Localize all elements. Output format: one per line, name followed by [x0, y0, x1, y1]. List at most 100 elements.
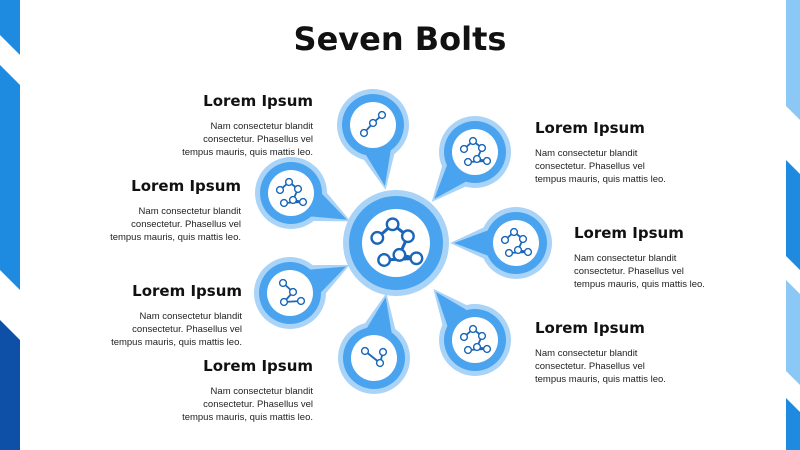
item-heading: Lorem Ipsum [535, 119, 645, 137]
item-text-5: Lorem Ipsum Nam consectetur blandit cons… [535, 119, 765, 186]
molecule-atom [275, 185, 285, 195]
bolt-inner [452, 129, 498, 175]
molecule-icon [359, 110, 387, 138]
bolt-inner [493, 220, 539, 266]
molecule-atom [279, 297, 289, 307]
item-body-line: consectetur. Phasellus vel [132, 324, 242, 335]
item-heading: Lorem Ipsum [203, 92, 313, 110]
bolt-tail [359, 297, 394, 347]
item-body-line: tempus mauris, quis mattis leo. [110, 232, 241, 243]
item-body-line: tempus mauris, quis mattis leo. [111, 337, 242, 348]
molecule-atom [298, 197, 308, 207]
item-text-1: Lorem Ipsum Nam consectetur blandit cons… [83, 92, 313, 159]
item-body-line: Nam consectetur blandit [210, 386, 313, 397]
molecule-atom [472, 342, 482, 352]
molecule-icon [459, 324, 492, 355]
molecule-atom [370, 230, 385, 245]
bolt-node-1 [337, 89, 409, 190]
item-body: Nam consectetur blandit consectetur. Pha… [535, 147, 765, 186]
molecule-atom [482, 156, 492, 166]
molecule-atom [284, 177, 294, 187]
molecule-atom [377, 110, 387, 120]
bolt-inner [452, 317, 498, 363]
item-text-6: Lorem Ipsum Nam consectetur blandit cons… [574, 224, 800, 291]
item-body-line: Nam consectetur blandit [138, 206, 241, 217]
item-body-line: tempus mauris, quis mattis leo. [574, 279, 705, 290]
molecule-atom [385, 217, 400, 232]
molecule-atom [477, 331, 487, 341]
edge-shape [786, 398, 800, 450]
molecule-atom [359, 128, 369, 138]
page-title: Seven Bolts [293, 20, 507, 58]
center-hub [343, 190, 449, 296]
molecule-atom [392, 247, 407, 262]
molecule-atom [509, 227, 519, 237]
molecule-atom [288, 287, 298, 297]
item-body-line: tempus mauris, quis mattis leo. [535, 374, 666, 385]
molecule-atom [472, 154, 482, 164]
molecule-atom [377, 253, 392, 267]
item-body: Nam consectetur blandit consectetur. Pha… [11, 205, 241, 244]
molecule-atom [278, 278, 288, 288]
molecule-atom [459, 332, 469, 342]
bolt-node-5 [431, 116, 511, 202]
molecule-atom [523, 247, 533, 257]
molecule-atom [459, 144, 469, 154]
item-heading: Lorem Ipsum [132, 282, 242, 300]
item-body-line: Nam consectetur blandit [535, 148, 638, 159]
molecule-atom [288, 195, 298, 205]
item-heading: Lorem Ipsum [131, 177, 241, 195]
bolt-node-2 [255, 157, 351, 229]
molecule-atom [468, 136, 478, 146]
molecule-atom [400, 229, 415, 244]
molecule-atom [409, 251, 424, 266]
molecule-atom [477, 143, 487, 153]
edge-shape [0, 65, 20, 290]
bolt-tail [358, 136, 393, 186]
bolt-node-6 [450, 207, 552, 279]
item-body-line: consectetur. Phasellus vel [203, 134, 313, 145]
edge-shape [0, 0, 20, 55]
molecule-icon [360, 346, 388, 368]
item-text-2: Lorem Ipsum Nam consectetur blandit cons… [11, 177, 241, 244]
molecule-atom [360, 346, 370, 356]
molecule-atom [378, 347, 388, 357]
item-body-line: consectetur. Phasellus vel [203, 399, 313, 410]
item-body: Nam consectetur blandit consectetur. Pha… [535, 347, 765, 386]
molecule-atom [293, 184, 303, 194]
item-body-line: consectetur. Phasellus vel [131, 219, 241, 230]
edge-shape [0, 320, 20, 450]
molecule-atom [504, 248, 514, 258]
molecule-icon [500, 227, 533, 258]
item-body: Nam consectetur blandit consectetur. Pha… [83, 385, 313, 424]
molecule-icon [278, 278, 306, 307]
molecule-atom [468, 324, 478, 334]
item-text-4: Lorem Ipsum Nam consectetur blandit cons… [83, 357, 313, 424]
item-body-line: tempus mauris, quis mattis leo. [182, 147, 313, 158]
molecule-atom [482, 344, 492, 354]
molecule-atom [513, 245, 523, 255]
molecule-atom [518, 234, 528, 244]
molecule-atom [296, 296, 306, 306]
molecule-atom [368, 118, 378, 128]
item-heading: Lorem Ipsum [203, 357, 313, 375]
item-text-7: Lorem Ipsum Nam consectetur blandit cons… [535, 319, 765, 386]
edge-shape [786, 280, 800, 385]
item-body-line: Nam consectetur blandit [139, 311, 242, 322]
item-body-line: tempus mauris, quis mattis leo. [182, 412, 313, 423]
molecule-atom [279, 198, 289, 208]
molecule-atom [375, 358, 385, 368]
item-heading: Lorem Ipsum [535, 319, 645, 337]
item-body-line: Nam consectetur blandit [210, 121, 313, 132]
bolt-tail [454, 225, 501, 261]
item-body-line: consectetur. Phasellus vel [535, 361, 645, 372]
bolt-node-7 [433, 288, 511, 376]
edge-shape [786, 0, 800, 120]
bolt-tail [435, 291, 479, 340]
item-body-line: consectetur. Phasellus vel [535, 161, 645, 172]
item-body-line: Nam consectetur blandit [574, 253, 677, 264]
bolt-node-4 [338, 293, 410, 394]
